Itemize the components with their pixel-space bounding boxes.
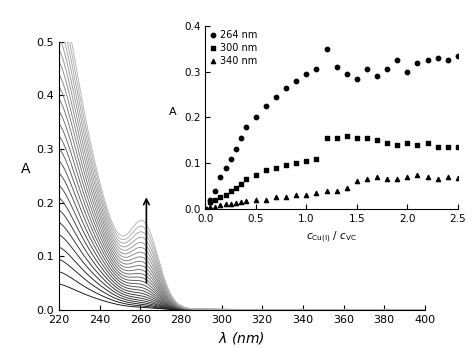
300 nm <box>333 135 340 141</box>
300 nm <box>202 206 209 212</box>
340 nm <box>353 179 361 184</box>
340 nm <box>343 185 351 191</box>
264 nm <box>434 55 441 61</box>
340 nm <box>272 195 280 200</box>
300 nm <box>353 135 361 141</box>
340 nm <box>454 175 462 181</box>
264 nm <box>217 174 224 180</box>
340 nm <box>202 206 209 212</box>
264 nm <box>312 67 320 72</box>
264 nm <box>353 76 361 81</box>
264 nm <box>262 103 270 109</box>
300 nm <box>217 195 224 200</box>
264 nm <box>383 67 391 72</box>
340 nm <box>282 195 290 200</box>
340 nm <box>293 192 300 198</box>
340 nm <box>303 192 310 198</box>
264 nm <box>207 197 214 203</box>
264 nm <box>252 114 260 120</box>
340 nm <box>434 176 441 182</box>
300 nm <box>424 140 431 145</box>
264 nm <box>202 206 209 212</box>
264 nm <box>222 165 229 171</box>
340 nm <box>363 176 371 182</box>
340 nm <box>312 190 320 196</box>
300 nm <box>303 158 310 164</box>
300 nm <box>282 163 290 168</box>
264 nm <box>303 71 310 77</box>
340 nm <box>394 176 401 182</box>
264 nm <box>373 73 381 79</box>
340 nm <box>323 188 330 193</box>
340 nm <box>232 200 239 206</box>
340 nm <box>404 174 411 180</box>
X-axis label: $c_{\mathrm{Cu(I)}}$ / $c_{\mathrm{VC}}$: $c_{\mathrm{Cu(I)}}$ / $c_{\mathrm{VC}}$ <box>306 229 357 245</box>
300 nm <box>413 142 421 148</box>
300 nm <box>444 144 452 150</box>
Y-axis label: A: A <box>169 108 177 118</box>
340 nm <box>237 199 244 205</box>
300 nm <box>211 197 219 203</box>
300 nm <box>252 172 260 177</box>
340 nm <box>373 174 381 180</box>
264 nm <box>242 124 250 129</box>
Legend: 264 nm, 300 nm, 340 nm: 264 nm, 300 nm, 340 nm <box>208 29 258 67</box>
264 nm <box>227 156 234 161</box>
264 nm <box>404 69 411 74</box>
300 nm <box>323 135 330 141</box>
264 nm <box>454 53 462 58</box>
340 nm <box>383 176 391 182</box>
300 nm <box>227 188 234 193</box>
264 nm <box>323 46 330 52</box>
264 nm <box>413 60 421 65</box>
300 nm <box>242 176 250 182</box>
264 nm <box>211 188 219 193</box>
X-axis label: $\lambda$ (nm): $\lambda$ (nm) <box>219 330 265 346</box>
340 nm <box>444 174 452 180</box>
300 nm <box>373 137 381 143</box>
340 nm <box>252 197 260 203</box>
340 nm <box>211 204 219 209</box>
264 nm <box>232 147 239 152</box>
340 nm <box>207 204 214 209</box>
340 nm <box>217 202 224 208</box>
264 nm <box>282 85 290 90</box>
264 nm <box>237 135 244 141</box>
300 nm <box>454 144 462 150</box>
340 nm <box>222 201 229 207</box>
300 nm <box>363 135 371 141</box>
264 nm <box>363 67 371 72</box>
300 nm <box>343 133 351 139</box>
300 nm <box>232 185 239 191</box>
300 nm <box>293 160 300 166</box>
340 nm <box>242 198 250 203</box>
300 nm <box>237 181 244 187</box>
300 nm <box>434 144 441 150</box>
264 nm <box>394 57 401 63</box>
264 nm <box>333 64 340 70</box>
264 nm <box>272 94 280 100</box>
300 nm <box>207 199 214 205</box>
300 nm <box>262 167 270 173</box>
264 nm <box>343 71 351 77</box>
300 nm <box>394 142 401 148</box>
300 nm <box>272 165 280 171</box>
Y-axis label: A: A <box>20 162 30 176</box>
340 nm <box>333 188 340 193</box>
300 nm <box>383 140 391 145</box>
264 nm <box>424 57 431 63</box>
300 nm <box>222 192 229 198</box>
340 nm <box>413 172 421 177</box>
264 nm <box>293 78 300 84</box>
300 nm <box>312 156 320 161</box>
340 nm <box>227 201 234 207</box>
300 nm <box>404 140 411 145</box>
340 nm <box>424 174 431 180</box>
340 nm <box>262 197 270 203</box>
264 nm <box>444 57 452 63</box>
